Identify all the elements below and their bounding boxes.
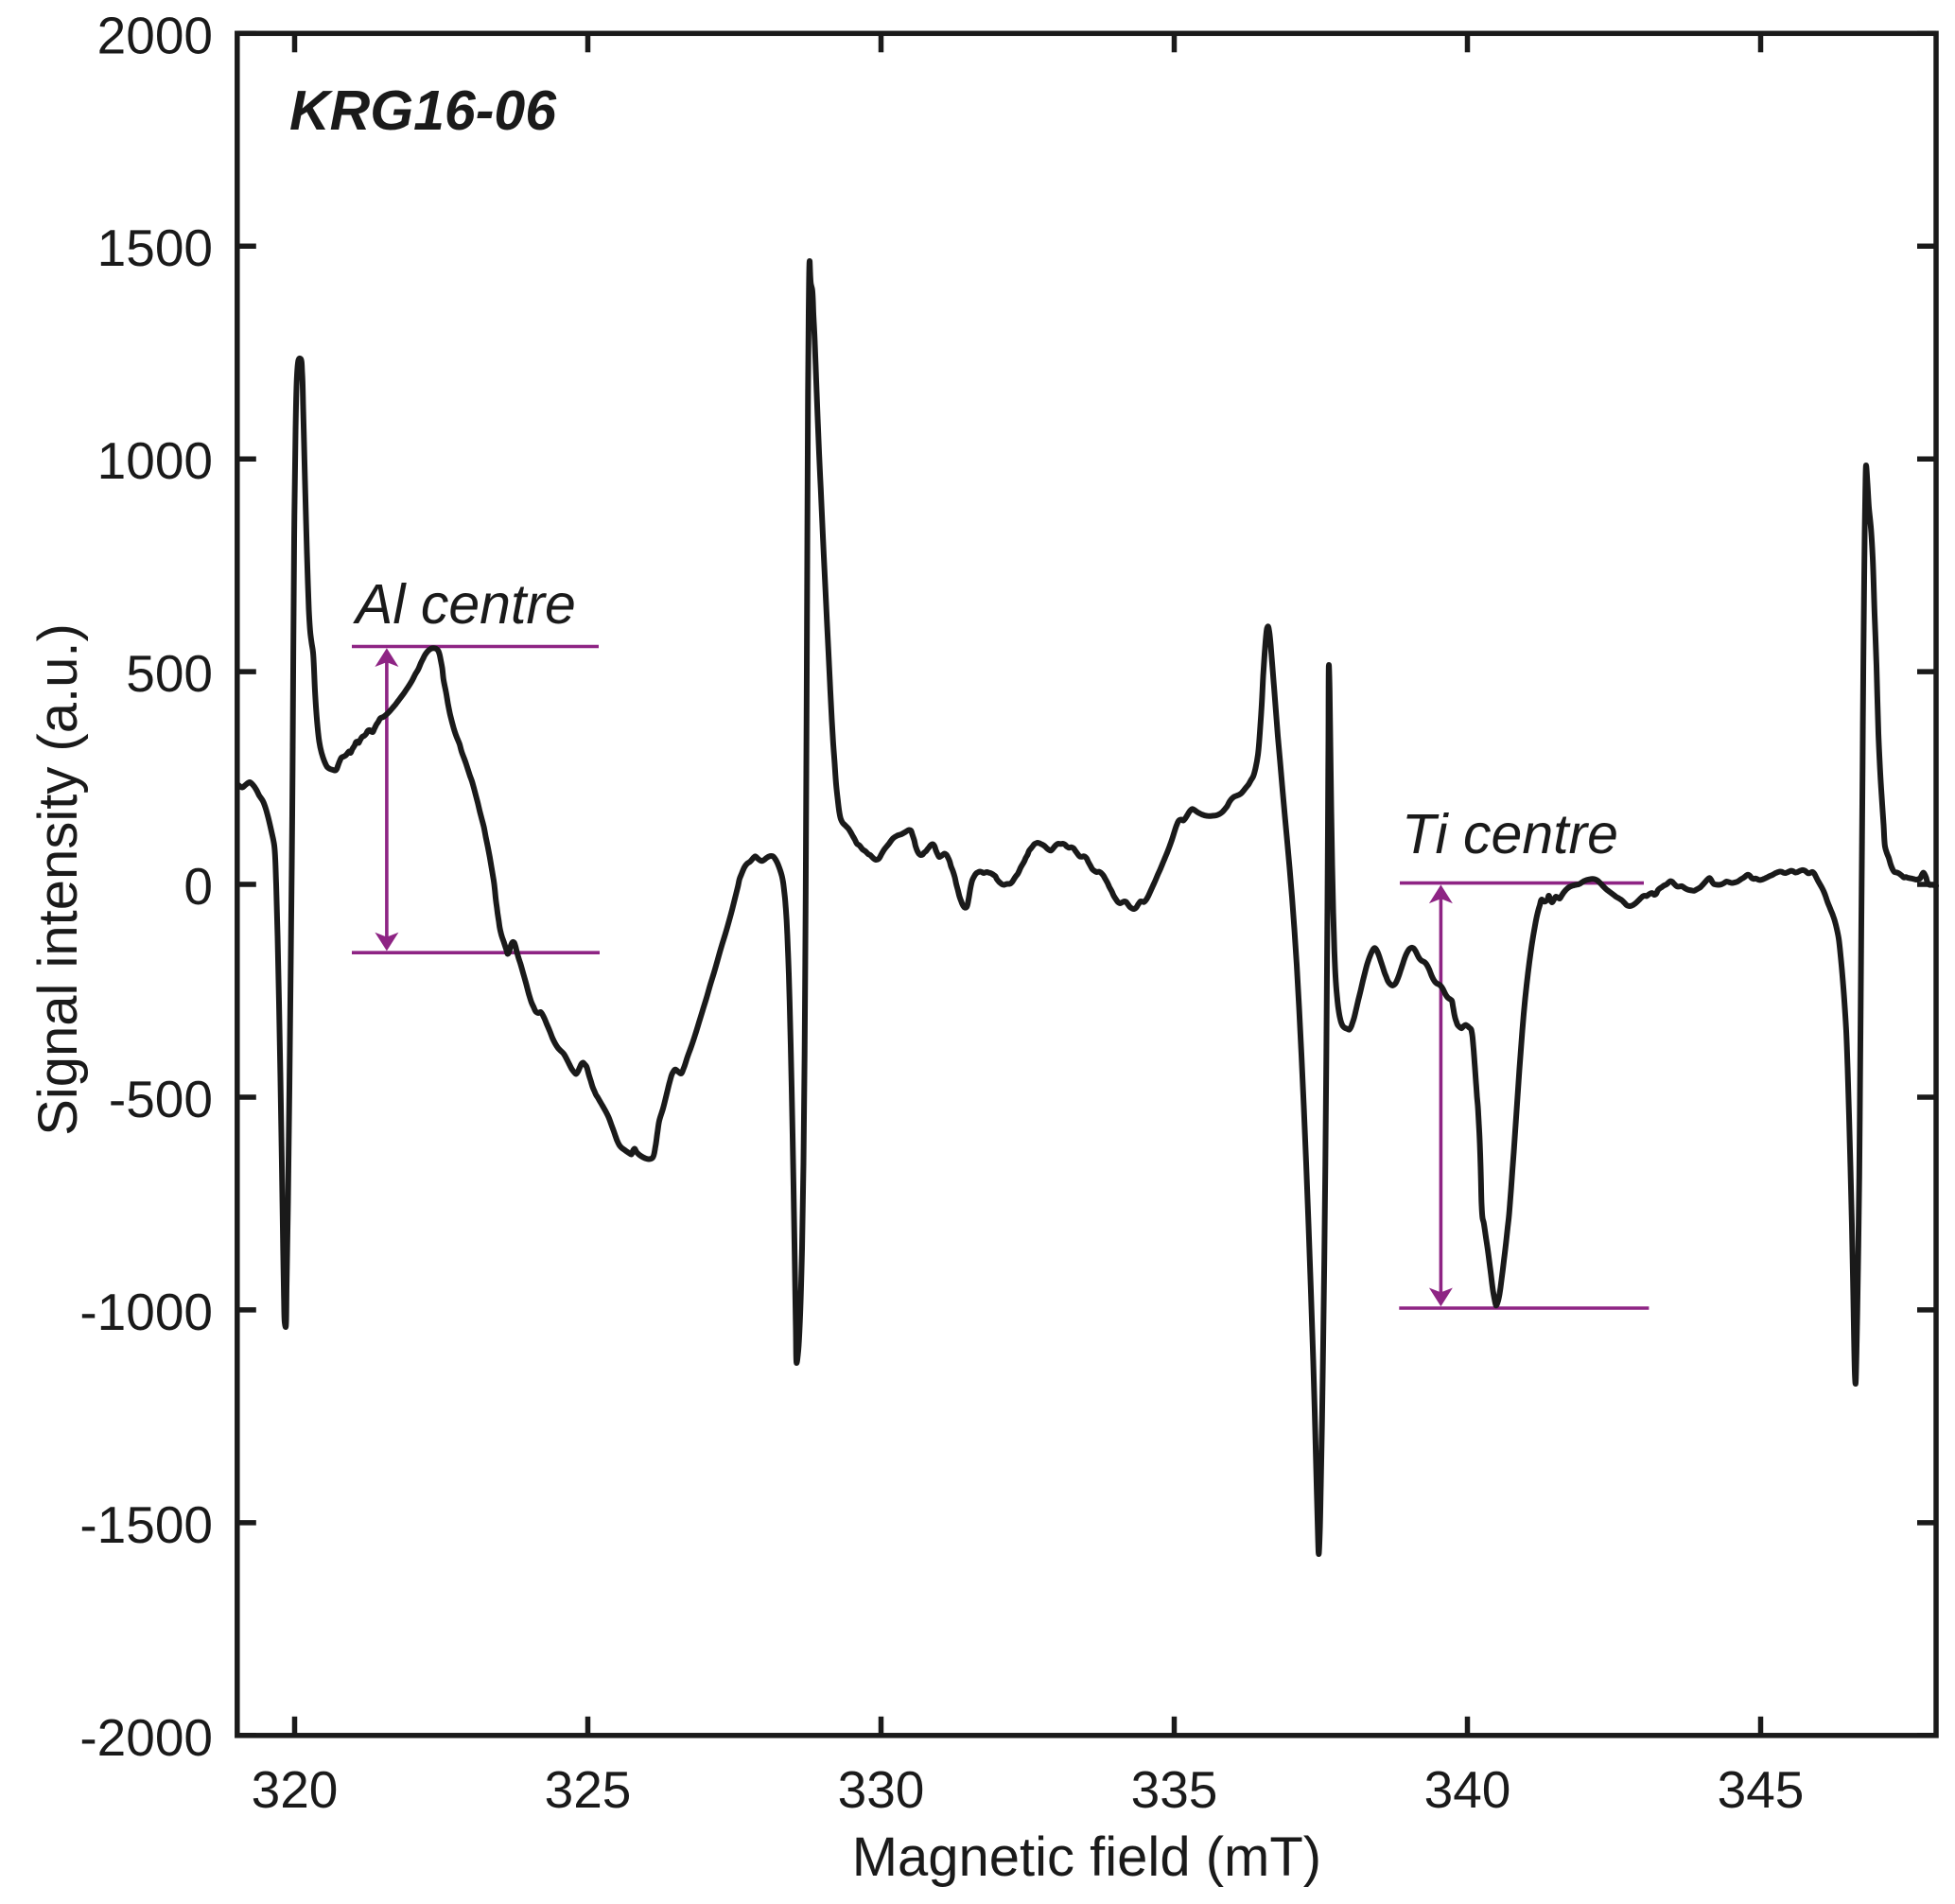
svg-text:Ti centre: Ti centre: [1402, 803, 1618, 865]
svg-text:-1000: -1000: [79, 1283, 213, 1341]
svg-text:325: 325: [545, 1760, 632, 1819]
svg-text:Al centre: Al centre: [353, 573, 576, 636]
svg-text:345: 345: [1718, 1760, 1805, 1819]
svg-text:330: 330: [838, 1760, 925, 1819]
svg-text:-500: -500: [109, 1070, 213, 1128]
svg-text:-1500: -1500: [79, 1495, 213, 1554]
svg-text:2000: 2000: [97, 6, 213, 64]
svg-text:-2000: -2000: [79, 1708, 213, 1767]
svg-text:500: 500: [126, 644, 213, 703]
svg-text:Signal intensity (a.u.): Signal intensity (a.u.): [27, 623, 89, 1136]
svg-text:340: 340: [1424, 1760, 1511, 1819]
svg-text:320: 320: [252, 1760, 339, 1819]
svg-text:335: 335: [1131, 1760, 1218, 1819]
svg-text:Magnetic field (mT): Magnetic field (mT): [852, 1826, 1321, 1888]
svg-text:KRG16-06: KRG16-06: [289, 79, 557, 142]
svg-text:1500: 1500: [97, 218, 213, 277]
svg-text:1000: 1000: [97, 431, 213, 490]
svg-text:0: 0: [183, 857, 213, 916]
